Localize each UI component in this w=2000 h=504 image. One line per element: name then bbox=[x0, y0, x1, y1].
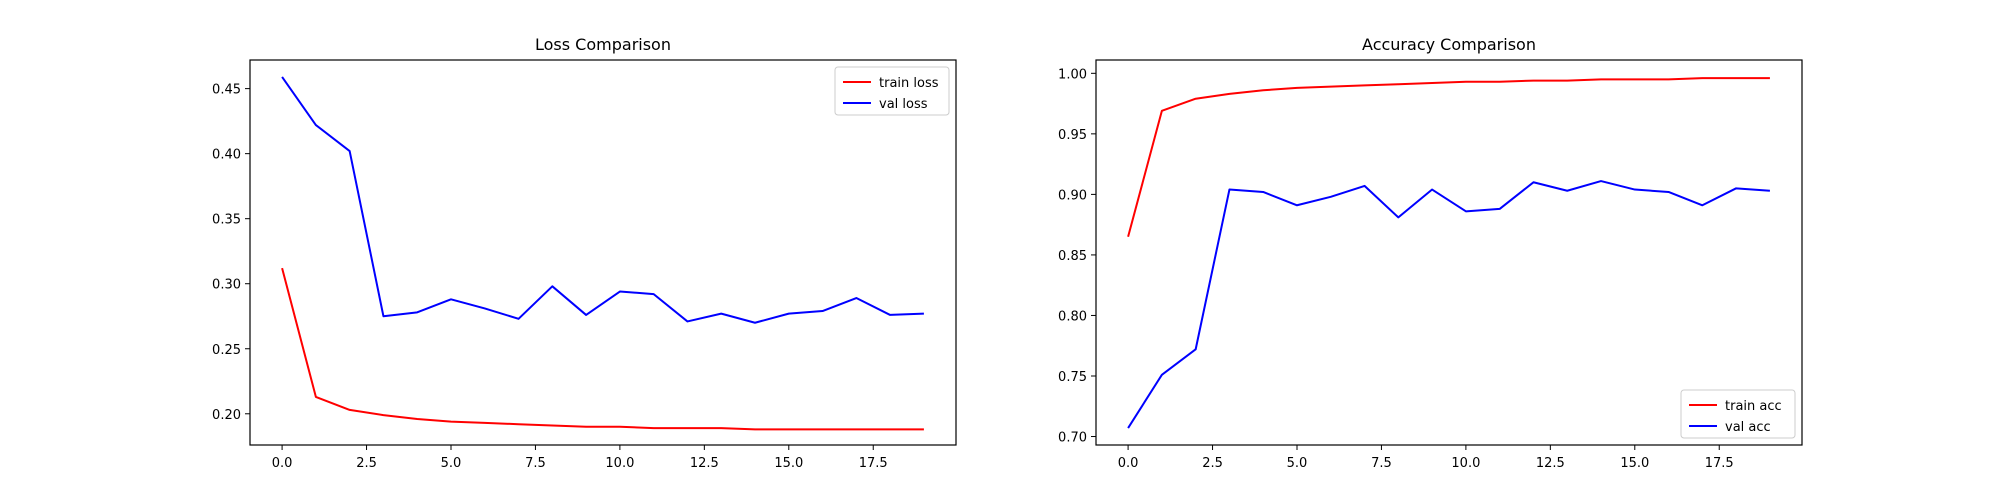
series-line-val-loss bbox=[281, 76, 924, 324]
accuracy-comparison-chart: Accuracy Comparison 0.0 2.5 5.0 7.5 10.0 12.5 1… bbox=[1058, 35, 1803, 471]
x-tick-label: 2.5 bbox=[356, 456, 377, 471]
y-tick-label: 0.40 bbox=[212, 148, 241, 163]
x-tick-label: 7.5 bbox=[1371, 456, 1392, 471]
y-tick-label: 0.25 bbox=[212, 343, 241, 358]
y-tick-label: 0.90 bbox=[1058, 188, 1087, 203]
y-tick-label: 0.80 bbox=[1058, 309, 1087, 324]
x-tick-label: 10.0 bbox=[1451, 456, 1480, 471]
series-line-train-acc bbox=[1127, 77, 1770, 238]
x-tick-label: 12.5 bbox=[1536, 456, 1565, 471]
x-tick-label: 12.5 bbox=[690, 456, 719, 471]
y-tick-label: 0.30 bbox=[212, 278, 241, 293]
x-tick-label: 0.0 bbox=[1118, 456, 1139, 471]
series-line-val-acc bbox=[1127, 180, 1770, 429]
series-line-train-loss bbox=[281, 267, 924, 431]
x-tick-label: 7.5 bbox=[525, 456, 546, 471]
x-tick-label: 2.5 bbox=[1202, 456, 1223, 471]
x-tick-label: 10.0 bbox=[605, 456, 634, 471]
x-tick-label: 15.0 bbox=[774, 456, 803, 471]
y-tick-label: 0.35 bbox=[212, 213, 241, 228]
legend-label: train acc bbox=[1725, 399, 1782, 414]
legend: train acc val acc bbox=[1680, 389, 1796, 439]
loss-comparison-chart: Loss Comparison 0.0 2.5 5.0 7.5 10.0 12.5 15.0 1… bbox=[212, 35, 957, 471]
legend-label: val acc bbox=[1725, 420, 1771, 435]
y-tick-label: 0.85 bbox=[1058, 249, 1087, 264]
x-tick-label: 15.0 bbox=[1620, 456, 1649, 471]
x-tick-label: 0.0 bbox=[272, 456, 293, 471]
x-tick-label: 5.0 bbox=[1287, 456, 1308, 471]
y-tick-label: 1.00 bbox=[1058, 67, 1087, 82]
y-tick-label: 0.95 bbox=[1058, 128, 1087, 143]
legend-label: val loss bbox=[879, 97, 928, 112]
chart-title: Loss Comparison bbox=[535, 35, 671, 54]
plot-frame bbox=[1095, 59, 1803, 446]
y-tick-label: 0.75 bbox=[1058, 370, 1087, 385]
x-tick-label: 17.5 bbox=[859, 456, 888, 471]
x-tick-label: 5.0 bbox=[441, 456, 462, 471]
x-tick-label: 17.5 bbox=[1705, 456, 1734, 471]
y-tick-label: 0.70 bbox=[1058, 431, 1087, 446]
legend: train loss val loss bbox=[834, 66, 950, 116]
y-tick-label: 0.45 bbox=[212, 83, 241, 98]
legend-label: train loss bbox=[879, 76, 939, 91]
y-tick-label: 0.20 bbox=[212, 408, 241, 423]
plot-frame bbox=[249, 59, 957, 446]
chart-title: Accuracy Comparison bbox=[1362, 35, 1536, 54]
